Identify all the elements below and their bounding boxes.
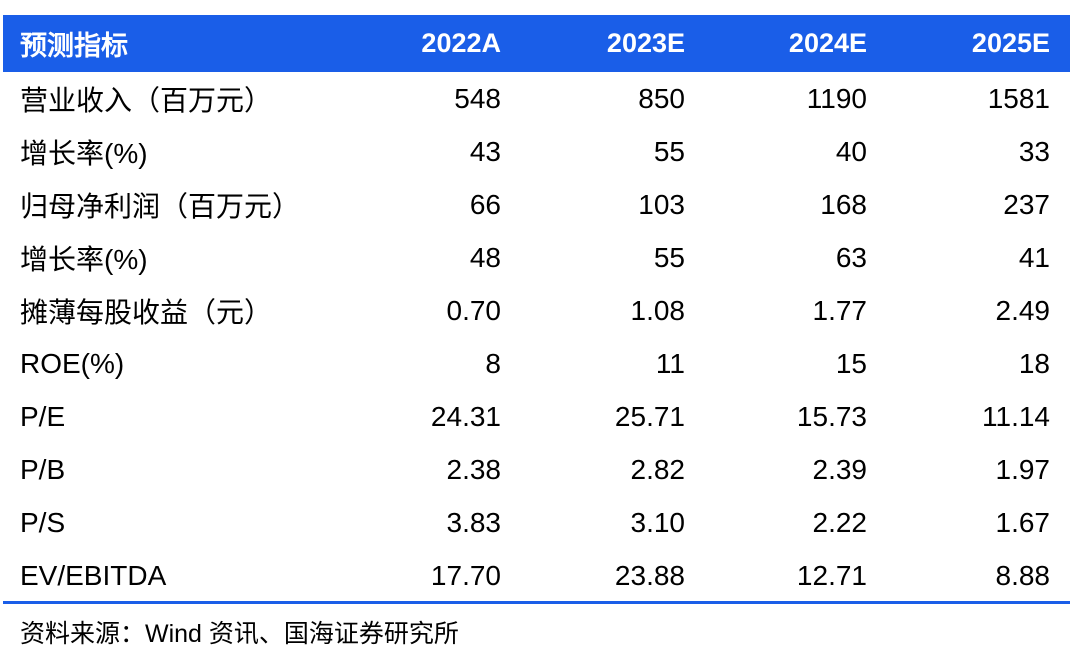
row-label: EV/EBITDA (20, 559, 167, 591)
row-value: 2.49 (995, 294, 1051, 326)
row-value: 2.22 (812, 506, 868, 538)
header-year-2022a: 2022A (421, 28, 501, 58)
row-value: 2.82 (630, 453, 686, 485)
table-header: 预测指标 2022A 2023E 2024E 2025E (3, 15, 1070, 72)
row-value: 55 (653, 135, 685, 167)
row-value: 8.88 (995, 559, 1051, 591)
row-value: 1581 (987, 82, 1050, 114)
header-year-2024e: 2024E (788, 28, 867, 58)
row-value: 48 (469, 241, 501, 273)
row-value: 12.71 (796, 559, 867, 591)
row-value: 11.14 (982, 400, 1050, 432)
row-value: 2.39 (812, 453, 868, 485)
row-value: 23.88 (614, 559, 685, 591)
row-value: 8 (485, 347, 501, 379)
table-bottom-rule (3, 601, 1070, 604)
row-value: 1.08 (630, 294, 686, 326)
row-label: P/S (20, 506, 66, 538)
table-row: 摊薄每股收益（元） 0.70 1.08 1.77 2.49 (3, 284, 1070, 337)
row-label: 增长率(%) (20, 137, 148, 169)
row-label: 营业收入（百万元） (20, 84, 273, 116)
table-row: ROE(%) 8 11 15 18 (3, 337, 1070, 390)
row-value: 43 (469, 135, 501, 167)
row-value: 168 (820, 188, 867, 220)
row-value: 55 (653, 241, 685, 273)
row-value: 33 (1018, 135, 1050, 167)
table-row: 营业收入（百万元） 548 850 1190 1581 (3, 72, 1070, 125)
row-value: 17.70 (430, 559, 501, 591)
row-value: 41 (1018, 241, 1050, 273)
row-label: 增长率(%) (20, 243, 148, 275)
row-value: 1.97 (995, 453, 1051, 485)
row-value: 850 (638, 82, 685, 114)
row-value: 0.70 (446, 294, 502, 326)
row-value: 103 (638, 188, 685, 220)
table-row: P/E 24.31 25.71 15.73 11.14 (3, 390, 1070, 443)
row-label: ROE(%) (20, 347, 125, 379)
row-value: 1190 (806, 82, 867, 114)
forecast-table: 预测指标 2022A 2023E 2024E 2025E 营业收入（百万元） 5… (3, 15, 1070, 602)
row-value: 15 (835, 347, 867, 379)
row-value: 18 (1018, 347, 1050, 379)
table-row: 归母净利润（百万元） 66 103 168 237 (3, 178, 1070, 231)
row-value: 25.71 (614, 400, 685, 432)
header-year-2023e: 2023E (606, 28, 685, 58)
table-row: P/B 2.38 2.82 2.39 1.97 (3, 443, 1070, 496)
header-year-2025e: 2025E (971, 28, 1050, 58)
table-row: 增长率(%) 43 55 40 33 (3, 125, 1070, 178)
row-value: 11 (655, 347, 685, 379)
source-note: 资料来源：Wind 资讯、国海证券研究所 (20, 620, 459, 648)
table-row: EV/EBITDA 17.70 23.88 12.71 8.88 (3, 549, 1070, 602)
table-row: P/S 3.83 3.10 2.22 1.67 (3, 496, 1070, 549)
row-value: 40 (835, 135, 867, 167)
row-value: 66 (469, 188, 501, 220)
row-value: 24.31 (430, 400, 501, 432)
row-value: 237 (1003, 188, 1050, 220)
row-value: 3.10 (630, 506, 686, 538)
row-value: 63 (835, 241, 867, 273)
row-value: 2.38 (446, 453, 502, 485)
row-label: P/E (20, 400, 66, 432)
row-value: 548 (454, 82, 501, 114)
row-label: P/B (20, 453, 66, 485)
header-label: 预测指标 (20, 31, 128, 61)
row-value: 3.83 (446, 506, 502, 538)
row-label: 摊薄每股收益（元） (20, 296, 273, 328)
row-value: 1.77 (812, 294, 868, 326)
row-value: 1.67 (995, 506, 1051, 538)
table-row: 增长率(%) 48 55 63 41 (3, 231, 1070, 284)
row-value: 15.73 (796, 400, 867, 432)
row-label: 归母净利润（百万元） (20, 190, 301, 222)
